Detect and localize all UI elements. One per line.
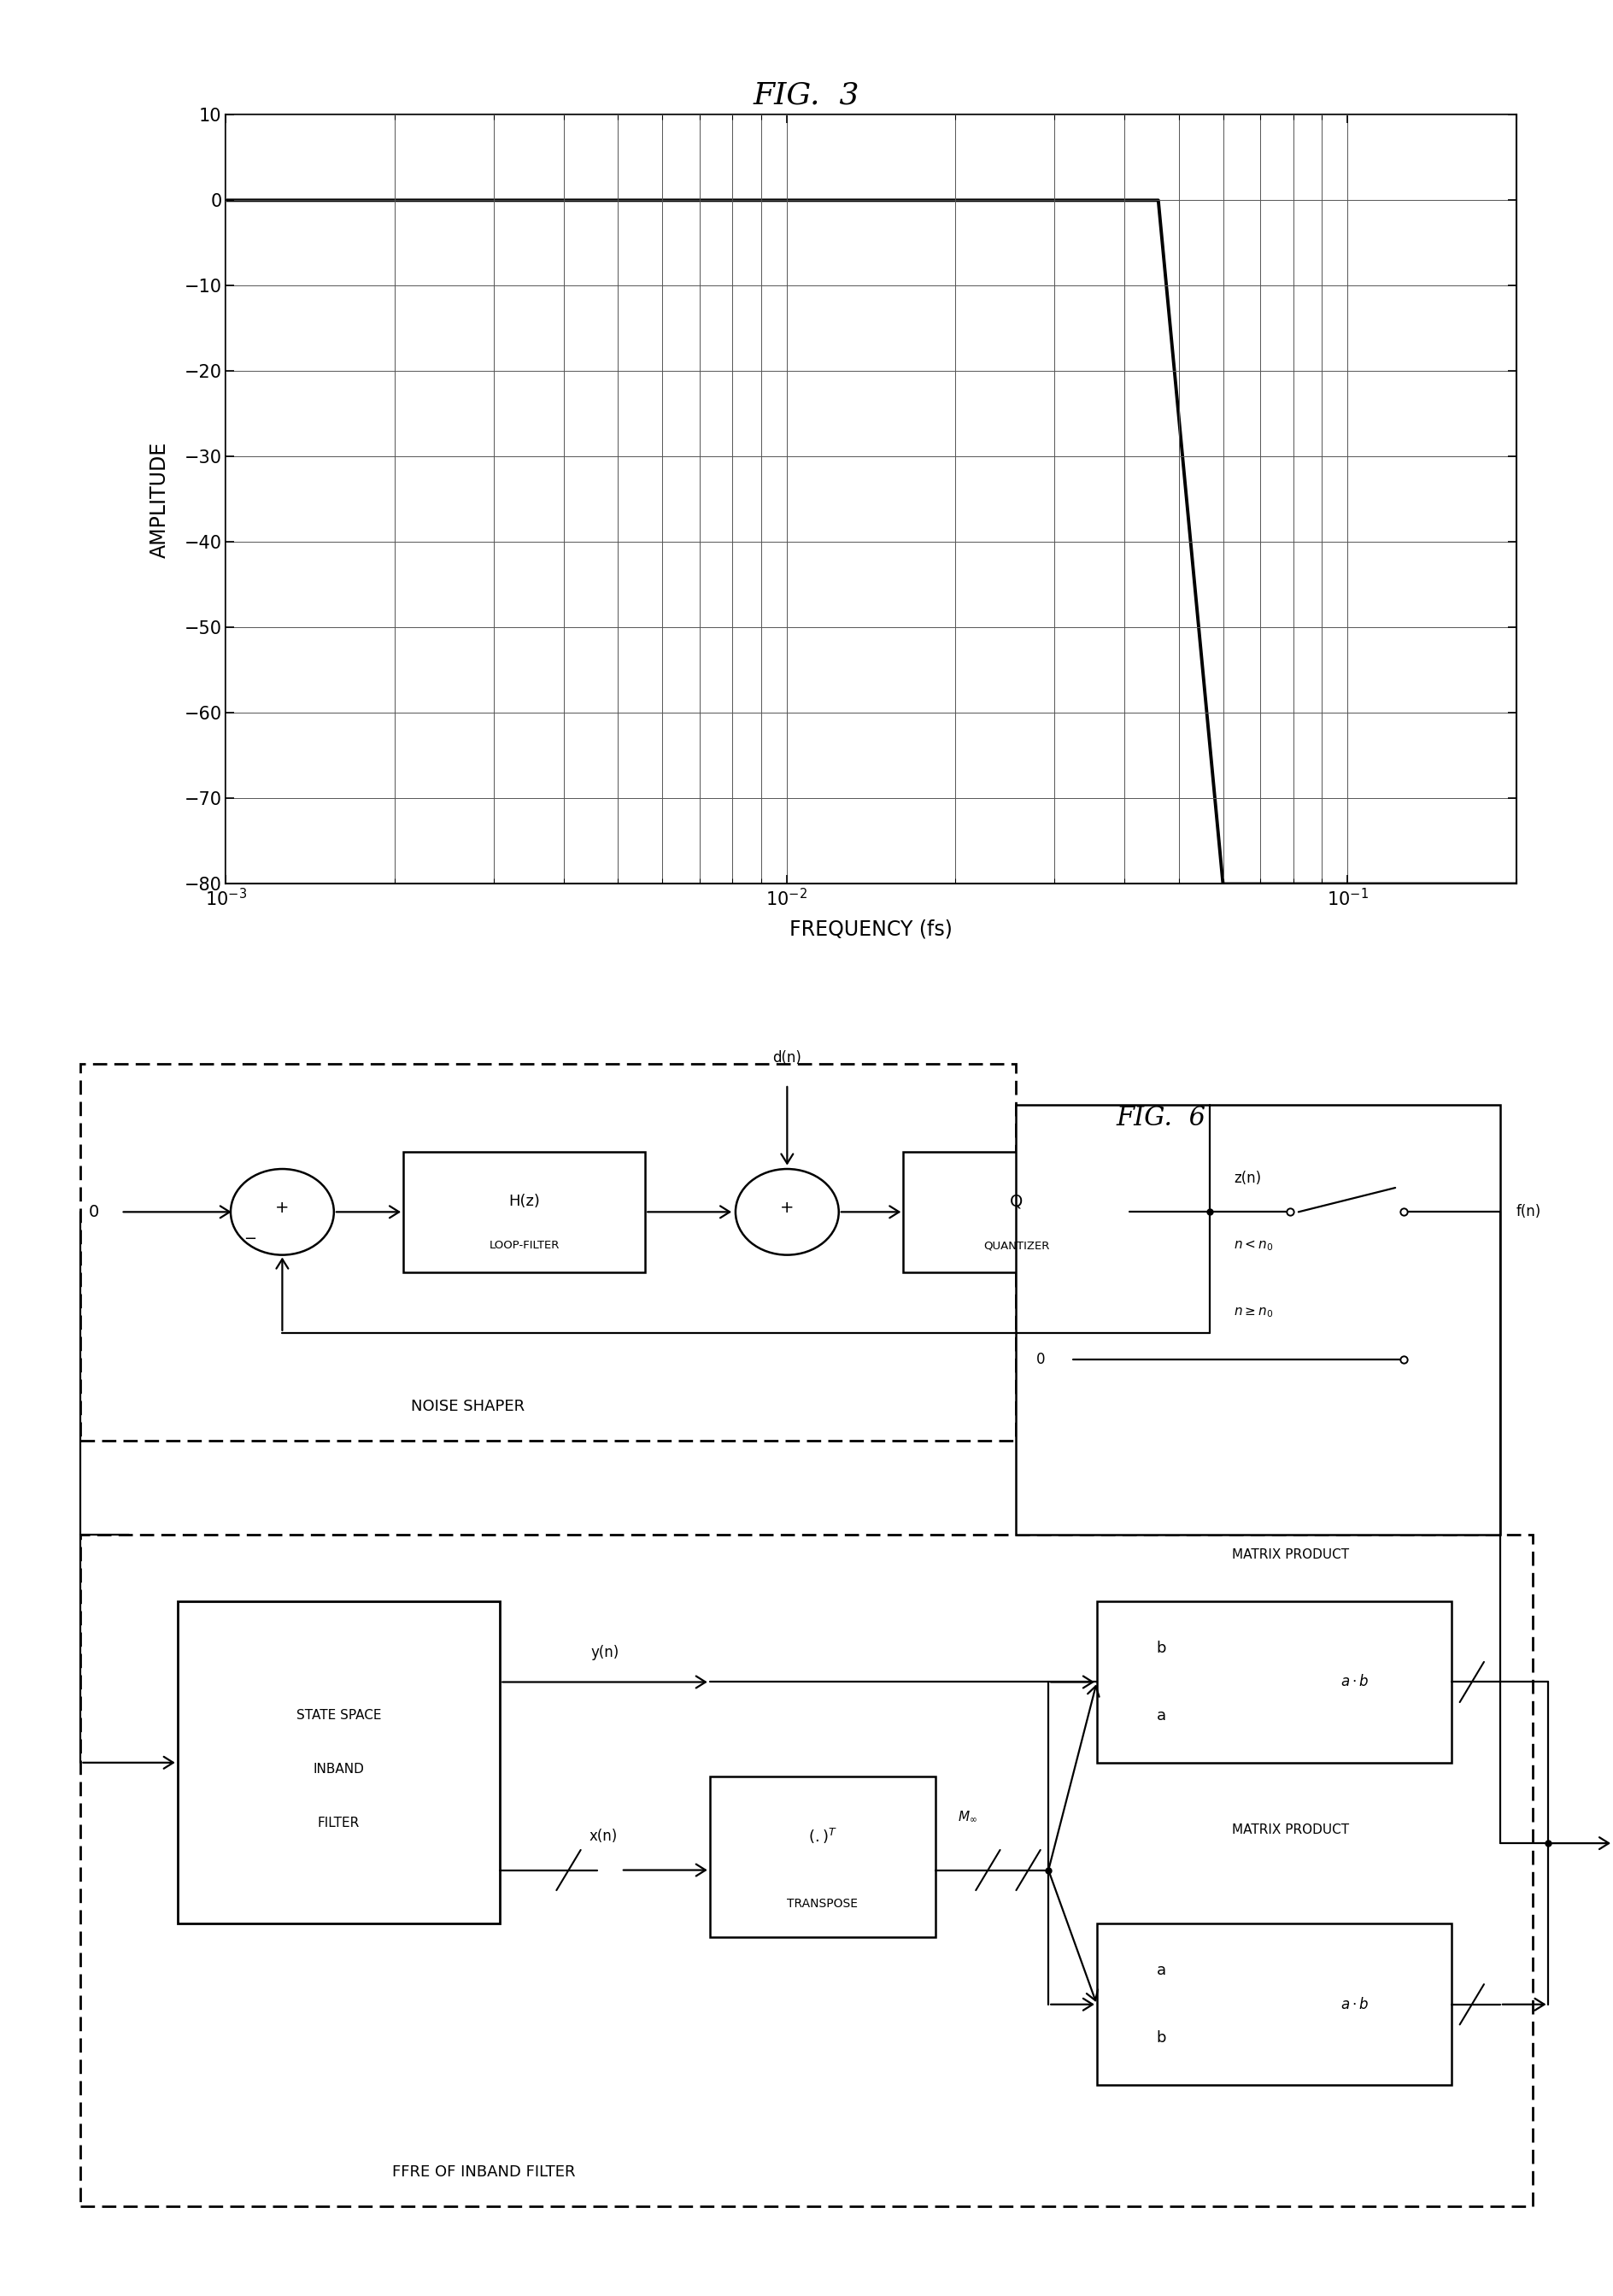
Text: f(n): f(n) <box>1516 1205 1540 1219</box>
Text: $(.)^T$: $(.)^T$ <box>808 1828 837 1846</box>
Text: b: b <box>1157 1642 1166 1655</box>
Bar <box>81 1065 1016 1440</box>
Bar <box>1016 1104 1500 1534</box>
Text: STATE SPACE: STATE SPACE <box>297 1708 381 1722</box>
Text: Q: Q <box>1010 1194 1023 1210</box>
Bar <box>177 1603 500 1924</box>
Text: $n<n_0$: $n<n_0$ <box>1234 1238 1273 1254</box>
Text: b: b <box>1157 2030 1166 2046</box>
Text: z(n): z(n) <box>1234 1171 1261 1187</box>
Text: $M_\infty$: $M_\infty$ <box>958 1809 977 1823</box>
Text: $a \cdot b$: $a \cdot b$ <box>1340 1674 1369 1690</box>
Bar <box>903 1153 1129 1272</box>
Text: MATRIX PRODUCT: MATRIX PRODUCT <box>1232 1548 1348 1561</box>
Text: QUANTIZER: QUANTIZER <box>984 1240 1048 1251</box>
Text: MATRIX PRODUCT: MATRIX PRODUCT <box>1232 1823 1348 1837</box>
Text: $n\geq n_0$: $n\geq n_0$ <box>1234 1306 1273 1320</box>
Circle shape <box>231 1169 334 1256</box>
Text: FILTER: FILTER <box>318 1816 360 1830</box>
Bar <box>710 1777 936 1938</box>
Text: INBAND: INBAND <box>313 1763 365 1775</box>
Bar <box>1097 1924 1452 2085</box>
Text: y(n): y(n) <box>590 1644 619 1660</box>
Text: −: − <box>244 1231 256 1247</box>
Text: TRANSPOSE: TRANSPOSE <box>787 1899 858 1910</box>
Bar <box>1097 1603 1452 1763</box>
X-axis label: FREQUENCY (fs): FREQUENCY (fs) <box>789 918 953 939</box>
Text: FIG.  6: FIG. 6 <box>1116 1104 1207 1132</box>
Text: a: a <box>1157 1963 1166 1979</box>
Y-axis label: AMPLITUDE: AMPLITUDE <box>150 441 169 558</box>
Text: x(n): x(n) <box>589 1830 618 1844</box>
Text: LOOP-FILTER: LOOP-FILTER <box>489 1240 560 1251</box>
Text: FIG.  3: FIG. 3 <box>753 80 860 110</box>
Text: 0: 0 <box>1036 1352 1045 1368</box>
Text: FFRE OF INBAND FILTER: FFRE OF INBAND FILTER <box>392 2165 576 2179</box>
Text: d(n): d(n) <box>773 1049 802 1065</box>
Circle shape <box>736 1169 839 1256</box>
Text: H(z): H(z) <box>508 1194 540 1210</box>
Text: a: a <box>1157 1708 1166 1724</box>
Text: +: + <box>781 1201 794 1217</box>
Bar <box>403 1153 645 1272</box>
Bar <box>81 1534 1532 2206</box>
Text: $a \cdot b$: $a \cdot b$ <box>1340 1998 1369 2011</box>
Text: NOISE SHAPER: NOISE SHAPER <box>411 1398 524 1414</box>
Text: +: + <box>276 1201 289 1217</box>
Text: 0: 0 <box>89 1203 98 1219</box>
